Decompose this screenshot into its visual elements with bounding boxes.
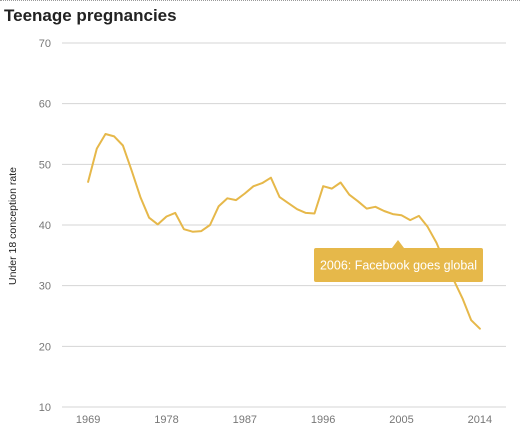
y-tick-label: 30	[39, 281, 51, 293]
x-tick-label: 1987	[233, 414, 257, 426]
y-tick-label: 70	[39, 38, 51, 50]
y-tick-label: 40	[39, 220, 51, 232]
data-point	[425, 224, 431, 230]
data-point	[242, 191, 248, 197]
data-point	[181, 226, 187, 232]
data-point	[268, 175, 274, 181]
data-point	[224, 195, 230, 201]
data-point	[146, 215, 152, 221]
data-point	[364, 206, 370, 212]
data-point	[312, 211, 318, 217]
data-point	[137, 194, 143, 200]
data-point	[407, 217, 413, 223]
x-tick-label: 1996	[311, 414, 335, 426]
data-point	[303, 210, 309, 216]
x-tick-label: 2005	[389, 414, 413, 426]
data-point	[320, 183, 326, 189]
x-tick-label: 1969	[76, 414, 100, 426]
x-tick-labels: 1969 1978 1987 1996 2005 2014	[76, 414, 492, 426]
data-point	[190, 229, 196, 235]
data-point	[399, 212, 405, 218]
data-point	[111, 133, 117, 139]
annotation-box	[314, 248, 483, 282]
y-tick-label: 60	[39, 99, 51, 111]
data-point	[460, 295, 466, 301]
data-point	[216, 203, 222, 209]
data-point	[433, 240, 439, 246]
x-tick-label: 2014	[468, 414, 492, 426]
data-point	[198, 228, 204, 234]
data-point	[129, 167, 135, 173]
data-point	[338, 180, 344, 186]
data-point	[85, 179, 91, 185]
data-point	[285, 200, 291, 206]
y-tick-label: 20	[39, 341, 51, 353]
data-point	[294, 206, 300, 212]
x-tick-label: 1978	[154, 414, 178, 426]
y-tick-label: 10	[39, 402, 51, 414]
data-point	[155, 221, 161, 227]
data-point	[172, 210, 178, 216]
data-point	[120, 143, 126, 149]
annotation-text: 2006: Facebook goes global	[320, 259, 477, 273]
data-point	[103, 131, 109, 137]
data-point	[277, 194, 283, 200]
data-point	[468, 317, 474, 323]
series-line-0	[87, 133, 481, 330]
y-tick-labels: 10 20 30 40 50 60 70	[39, 38, 51, 414]
annotation-callout: 2006: Facebook goes global	[314, 240, 483, 282]
data-point	[416, 213, 422, 219]
data-point	[346, 192, 352, 198]
chart-title: Teenage pregnancies	[4, 6, 177, 25]
data-point	[164, 214, 170, 220]
data-point	[207, 222, 213, 228]
data-point	[233, 197, 239, 203]
y-axis-label: Under 18 conception rate	[7, 167, 19, 285]
data-point	[390, 211, 396, 217]
top-rule	[0, 0, 520, 1]
data-point	[372, 204, 378, 210]
data-point	[477, 326, 483, 332]
data-point	[251, 183, 257, 189]
data-point	[355, 198, 361, 204]
data-point	[259, 180, 265, 186]
series-group	[85, 131, 483, 332]
data-point	[329, 186, 335, 192]
gridlines	[62, 42, 506, 408]
y-tick-label: 50	[39, 159, 51, 171]
annotation-pointer	[392, 240, 404, 248]
data-point	[381, 208, 387, 214]
data-point	[94, 146, 100, 152]
